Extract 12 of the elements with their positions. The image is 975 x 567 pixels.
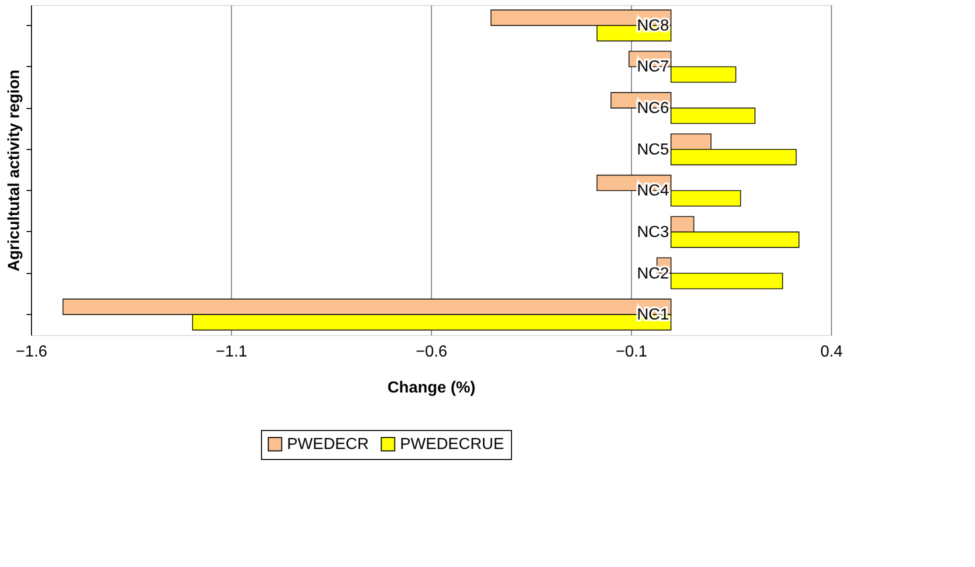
- x-tick-label: −0.6: [416, 344, 448, 360]
- y-axis-title: Agricultutal activity region: [6, 70, 23, 272]
- x-tick-label: −0.1: [616, 344, 648, 360]
- x-tick-label: −1.6: [16, 344, 48, 360]
- x-tick-label: 0.4: [820, 344, 843, 360]
- y-tick-label: NC3: [636, 224, 670, 241]
- y-tick-label: NC5: [636, 141, 670, 158]
- legend-label: PWEDECRUE: [400, 436, 504, 454]
- x-tick-label: −1.1: [216, 344, 248, 360]
- x-axis-title: Change (%): [388, 380, 476, 396]
- legend-label: PWEDECR: [287, 436, 369, 454]
- y-tick-label: NC2: [636, 265, 670, 282]
